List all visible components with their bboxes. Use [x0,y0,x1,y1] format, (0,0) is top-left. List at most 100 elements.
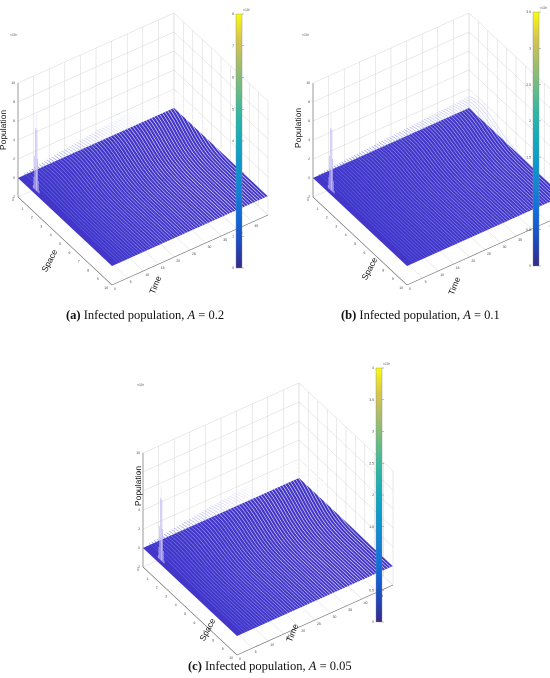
surface-mesh-line [276,468,371,577]
space-tick-label: 6 [194,621,196,625]
surface-mesh-line [291,460,386,570]
space-tick-label: 3 [335,224,337,228]
surface-base-plane [313,108,550,266]
colorbar-tick-label: 0 [372,620,374,624]
surface-mesh-line [329,168,424,259]
surface-mesh-line [66,147,161,245]
population-tick-label: 4 [138,508,140,512]
surface-mesh-line [461,99,550,195]
time-tick-label: 25 [317,622,321,626]
time-axis-label: Time [446,275,462,296]
population-tick-label: 10 [306,81,310,85]
axes [142,453,394,656]
surface-mesh-line [433,113,529,212]
surface-mesh-line [168,89,264,199]
surface-mesh-line [324,171,419,262]
population-tick-label: 2 [138,527,140,531]
surface-mesh-line [356,153,451,247]
caption-b-text: Infected population, [359,308,464,322]
surface-mesh-line [254,481,349,587]
population-tick-label: -2 [12,195,15,199]
surface-mesh-line [121,116,216,220]
time-tick-label: 35 [518,238,522,242]
surface-mesh-line [361,151,456,245]
surface-mesh-line [186,520,281,617]
surface-plot-c: 012345678910051015202530354045-20246810P… [133,362,394,661]
space-tick-label: 5 [59,242,61,246]
colorbar-exponent: ×10³ [243,8,251,12]
surface-mesh-line [256,480,351,586]
surface-mesh-line [288,461,384,571]
surface-mesh [319,95,550,264]
surface-mesh-line [403,129,499,226]
surface-mesh-line [374,144,469,239]
time-tick-label: 5 [425,280,427,284]
surface-mesh-line [326,169,421,260]
surface-mesh-line [391,135,486,231]
population-axis-label: Population [0,110,8,150]
population-tick-label: 8 [13,100,15,104]
colorbar-tick-label: 4 [232,139,234,143]
time-tick-label: 25 [192,252,196,256]
surface-mesh-line [171,88,266,198]
colorbar-tick-label: 3 [232,171,234,175]
time-tick-label: 5 [255,650,257,654]
surface-mesh-line [196,514,291,613]
population-tick-label: 0 [13,176,15,180]
time-tick-label: 0 [114,287,116,291]
plot-panel-c: 012345678910051015202530354045-20246810P… [125,356,400,661]
population-exponent: ×10³ [302,33,310,37]
initial-spike [157,484,165,564]
surface-mesh-line [453,103,549,203]
surface-mesh-line [468,95,550,185]
caption-b-value: = 0.1 [473,308,500,322]
surface-mesh-line [246,485,341,590]
surface-mesh-line [139,106,234,212]
surface-mesh-line [136,107,231,214]
population-axis-label: Population [293,108,303,148]
surface-mesh-line [261,477,356,584]
surface-mesh-line [119,117,214,221]
initial-spike [32,114,40,194]
surface-mesh-line [71,144,166,243]
surface-mesh-line [163,92,259,201]
surface-mesh-line [208,507,304,607]
time-tick-label: 30 [503,245,507,249]
surface-mesh-line [259,478,354,585]
colorbar-tick-label: 2 [232,203,234,207]
surface-mesh-line [408,126,504,224]
surface-mesh-line [106,124,201,227]
time-tick-label: 10 [145,273,149,277]
colorbar-tick-label: 1 [232,234,234,238]
surface-mesh-line [448,106,544,206]
population-tick-label: 8 [138,470,140,474]
time-tick-label: 25 [487,252,491,256]
space-tick-label: 9 [222,647,224,651]
colorbar [532,11,540,267]
surface-mesh-line [98,129,194,230]
space-tick-label: 1 [22,207,24,211]
surface-mesh-line [321,172,416,263]
time-tick-label: 20 [176,259,180,263]
surface-mesh-line [218,501,314,602]
surface-mesh-line [76,141,171,240]
colorbar-tick-label: 5 [232,107,234,111]
space-axis-line [17,196,113,286]
population-tick-label: 4 [308,138,310,142]
colorbar-tick-label: 2.5 [526,83,531,87]
surface-mesh-line [154,540,249,632]
surface-mesh-line [413,124,509,221]
surface-mesh-line [143,103,239,210]
space-axis-line [142,566,238,656]
surface-mesh-line [336,164,431,256]
surface-plot-b: 01234567891005101520253035404550-2024681… [293,6,550,296]
grid-line-z [312,31,550,109]
time-tick-label: 35 [348,608,352,612]
colorbar-tick-label: 2 [529,119,531,123]
surface-mesh-line [388,136,484,232]
surface-mesh-line [351,156,446,249]
surface-mesh-line [151,99,246,207]
colorbar-tick-label: 1 [372,557,374,561]
caption-c: (c) Infected population, A = 0.05 [188,659,352,674]
time-axis-label: Time [284,622,300,643]
